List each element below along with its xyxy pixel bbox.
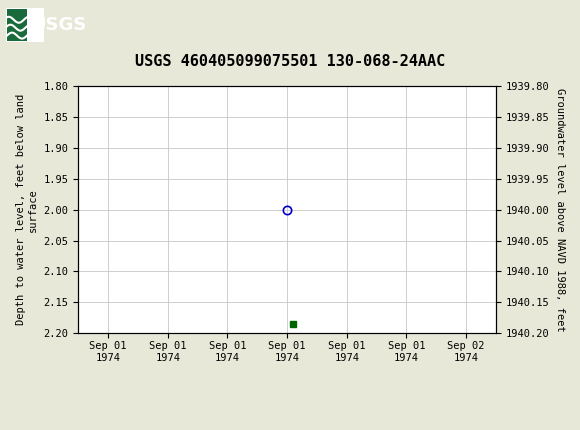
FancyBboxPatch shape (7, 9, 27, 40)
FancyBboxPatch shape (6, 8, 44, 42)
Text: USGS 460405099075501 130-068-24AAC: USGS 460405099075501 130-068-24AAC (135, 54, 445, 69)
Text: USGS: USGS (31, 16, 86, 34)
Y-axis label: Groundwater level above NAVD 1988, feet: Groundwater level above NAVD 1988, feet (555, 88, 565, 332)
Y-axis label: Depth to water level, feet below land
surface: Depth to water level, feet below land su… (16, 94, 38, 325)
